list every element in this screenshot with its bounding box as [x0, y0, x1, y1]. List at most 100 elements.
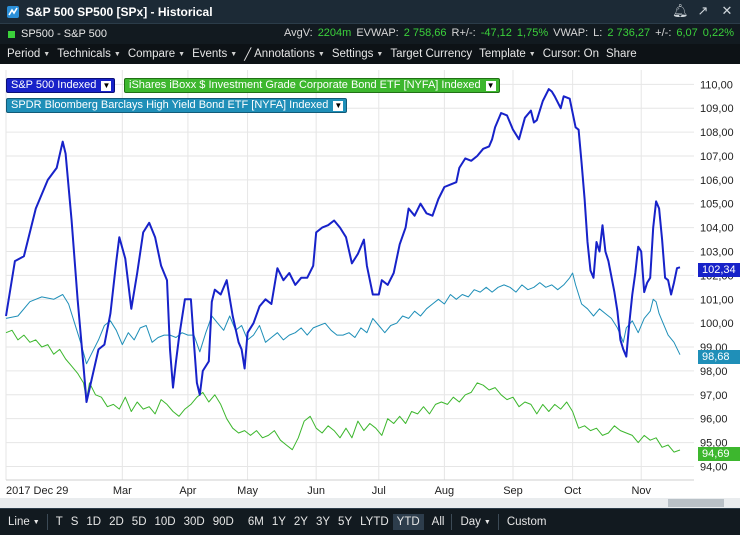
quote-bar: SP500 - S&P 500 AvgV: 2204m EVWAP: 2 758,66… — [0, 24, 740, 44]
range-button-2d[interactable]: 2D — [109, 516, 124, 528]
interval-select[interactable]: Day ▼ — [460, 516, 490, 528]
chevron-down-icon: ▼ — [485, 80, 496, 91]
series-line-spdr — [5, 272, 681, 365]
range-button-lytd[interactable]: LYTD — [360, 516, 389, 528]
range-button-2y[interactable]: 2Y — [293, 516, 308, 528]
menu-cursor-label: Cursor: On — [542, 48, 599, 60]
link-icon[interactable]: ↗ — [697, 3, 709, 18]
x-tick-label: Sep — [503, 485, 523, 497]
y-tick-label: 108,00 — [700, 127, 734, 139]
y-tick-label: 105,00 — [700, 199, 734, 211]
range-button-ytd[interactable]: YTD — [392, 514, 424, 530]
stat-label: +/-: — [655, 27, 672, 39]
menu-compare[interactable]: Compare ▼ — [128, 48, 185, 60]
chevron-down-icon: ▼ — [333, 100, 344, 111]
y-tick-label: 109,00 — [700, 103, 734, 115]
chevron-down-icon: ▼ — [43, 50, 51, 58]
legend-spdr[interactable]: SPDR Bloomberg Barclays High Yield Bond … — [6, 98, 348, 113]
menu-technicals[interactable]: Technicals ▼ — [57, 48, 121, 60]
series-line-ishares — [5, 329, 681, 453]
quote-stats: AvgV: 2204m EVWAP: 2 758,66 R+/-: -47,12 1,75%… — [284, 27, 734, 39]
menu-period[interactable]: Period ▼ — [7, 48, 50, 60]
chevron-down-icon: ▼ — [178, 50, 186, 58]
range-button-5d[interactable]: 5D — [131, 516, 147, 528]
menu-target-currency[interactable]: Target Currency — [390, 48, 472, 60]
series-line-sp500 — [5, 88, 681, 403]
scrollbar-thumb[interactable] — [668, 499, 724, 507]
stat-value: 2 736,27 — [607, 27, 651, 39]
stat-value: 2204m — [317, 27, 352, 39]
price-chart[interactable]: 110,00 109,00 108,00 107,00 106,00 105,00 104,… — [0, 64, 740, 498]
range-button-10d[interactable]: 10D — [154, 516, 176, 528]
range-button-all[interactable]: All — [431, 516, 445, 528]
x-tick-label: 2017 Dec 29 — [6, 485, 68, 497]
stat-value: 2 758,66 — [403, 27, 447, 39]
interval-label: Day — [460, 516, 481, 528]
window-title-bar: S&P 500 SP500 [SPx] - Historical 🔔︎ ↗ ✕ — [0, 0, 740, 24]
divider — [46, 514, 48, 530]
divider — [451, 514, 453, 530]
chart-scrollbar[interactable] — [0, 498, 740, 508]
stat-value: 1,75% — [516, 27, 549, 39]
instrument-name: SP500 - S&P 500 — [21, 28, 108, 40]
custom-range-button[interactable]: Custom — [506, 516, 547, 528]
menu-settings[interactable]: Settings ▼ — [332, 48, 384, 60]
y-tick-label: 104,00 — [700, 223, 734, 235]
menu-annotations-label: Annotations — [254, 48, 315, 60]
menu-technicals-label: Technicals — [57, 48, 111, 60]
legend-sp500[interactable]: S&P 500 Indexed ▼ — [6, 78, 116, 93]
range-button-t[interactable]: T — [55, 516, 63, 528]
range-button-5y[interactable]: 5Y — [338, 516, 353, 528]
x-tick-label: Apr — [179, 485, 196, 497]
menu-cursor[interactable]: Cursor: On — [543, 48, 599, 60]
x-tick-label: Aug — [435, 485, 455, 497]
menu-template[interactable]: Template ▼ — [479, 48, 536, 60]
last-value-sp500: 102,34 — [698, 263, 740, 277]
y-tick-label: 95,00 — [700, 438, 728, 450]
stat-label: L: — [593, 27, 603, 39]
pencil-icon: ╱ — [244, 49, 252, 61]
range-button-30d[interactable]: 30D — [183, 516, 205, 528]
menu-share-label: Share — [605, 48, 637, 60]
chevron-down-icon: ▼ — [230, 50, 238, 58]
x-tick-label: Mar — [113, 485, 132, 497]
y-tick-label: 106,00 — [700, 175, 734, 187]
menu-annotations[interactable]: ╱ Annotations ▼ — [244, 47, 325, 61]
range-button-6m[interactable]: 6M — [247, 516, 264, 528]
menu-template-label: Template — [479, 48, 526, 60]
stat-label: VWAP: — [553, 27, 589, 39]
app-logo-icon — [7, 5, 19, 18]
range-button-1d[interactable]: 1D — [86, 516, 102, 528]
close-icon[interactable]: ✕ — [721, 3, 733, 18]
menu-events-label: Events — [192, 48, 228, 60]
range-button-3y[interactable]: 3Y — [315, 516, 331, 528]
bell-icon[interactable]: 🔔︎ — [672, 3, 689, 18]
chevron-down-icon: ▼ — [483, 518, 491, 526]
last-value-spdr: 98,68 — [698, 350, 740, 364]
stat-label: EVWAP: — [356, 27, 399, 39]
legend-ishares[interactable]: iShares iBoxx $ Investment Grade Corpora… — [124, 78, 500, 93]
range-button-1y[interactable]: 1Y — [271, 516, 286, 528]
legend-ishares-label: iShares iBoxx $ Investment Grade Corpora… — [129, 79, 481, 91]
bottom-toolbar: Line ▼ T S 1D 2D 5D 10D 30D 90D 6M 1Y 2Y 3Y 5Y LYTD YTD… — [0, 508, 740, 535]
range-button-90d[interactable]: 90D — [212, 516, 234, 528]
chart-type-select[interactable]: Line ▼ — [8, 516, 40, 528]
y-tick-label: 96,00 — [700, 414, 728, 426]
chevron-down-icon: ▼ — [528, 50, 536, 58]
y-tick-label: 107,00 — [700, 151, 734, 163]
chart-type-label: Line — [8, 516, 30, 528]
menu-share[interactable]: Share — [606, 48, 637, 60]
divider — [497, 514, 499, 530]
y-tick-label: 101,00 — [700, 294, 734, 306]
last-value-ishares: 94,69 — [698, 447, 740, 461]
y-tick-label: 97,00 — [700, 390, 728, 402]
x-tick-label: May — [237, 485, 258, 497]
menu-events[interactable]: Events ▼ — [192, 48, 237, 60]
menu-period-label: Period — [7, 48, 41, 60]
chart-area[interactable]: 110,00 109,00 108,00 107,00 106,00 105,00 104,… — [0, 64, 740, 498]
x-tick-label: Jun — [307, 485, 325, 497]
menu-compare-label: Compare — [127, 48, 176, 60]
y-tick-label: 98,00 — [700, 366, 728, 378]
range-button-s[interactable]: S — [70, 516, 79, 528]
stat-value: 0,22% — [702, 27, 734, 39]
